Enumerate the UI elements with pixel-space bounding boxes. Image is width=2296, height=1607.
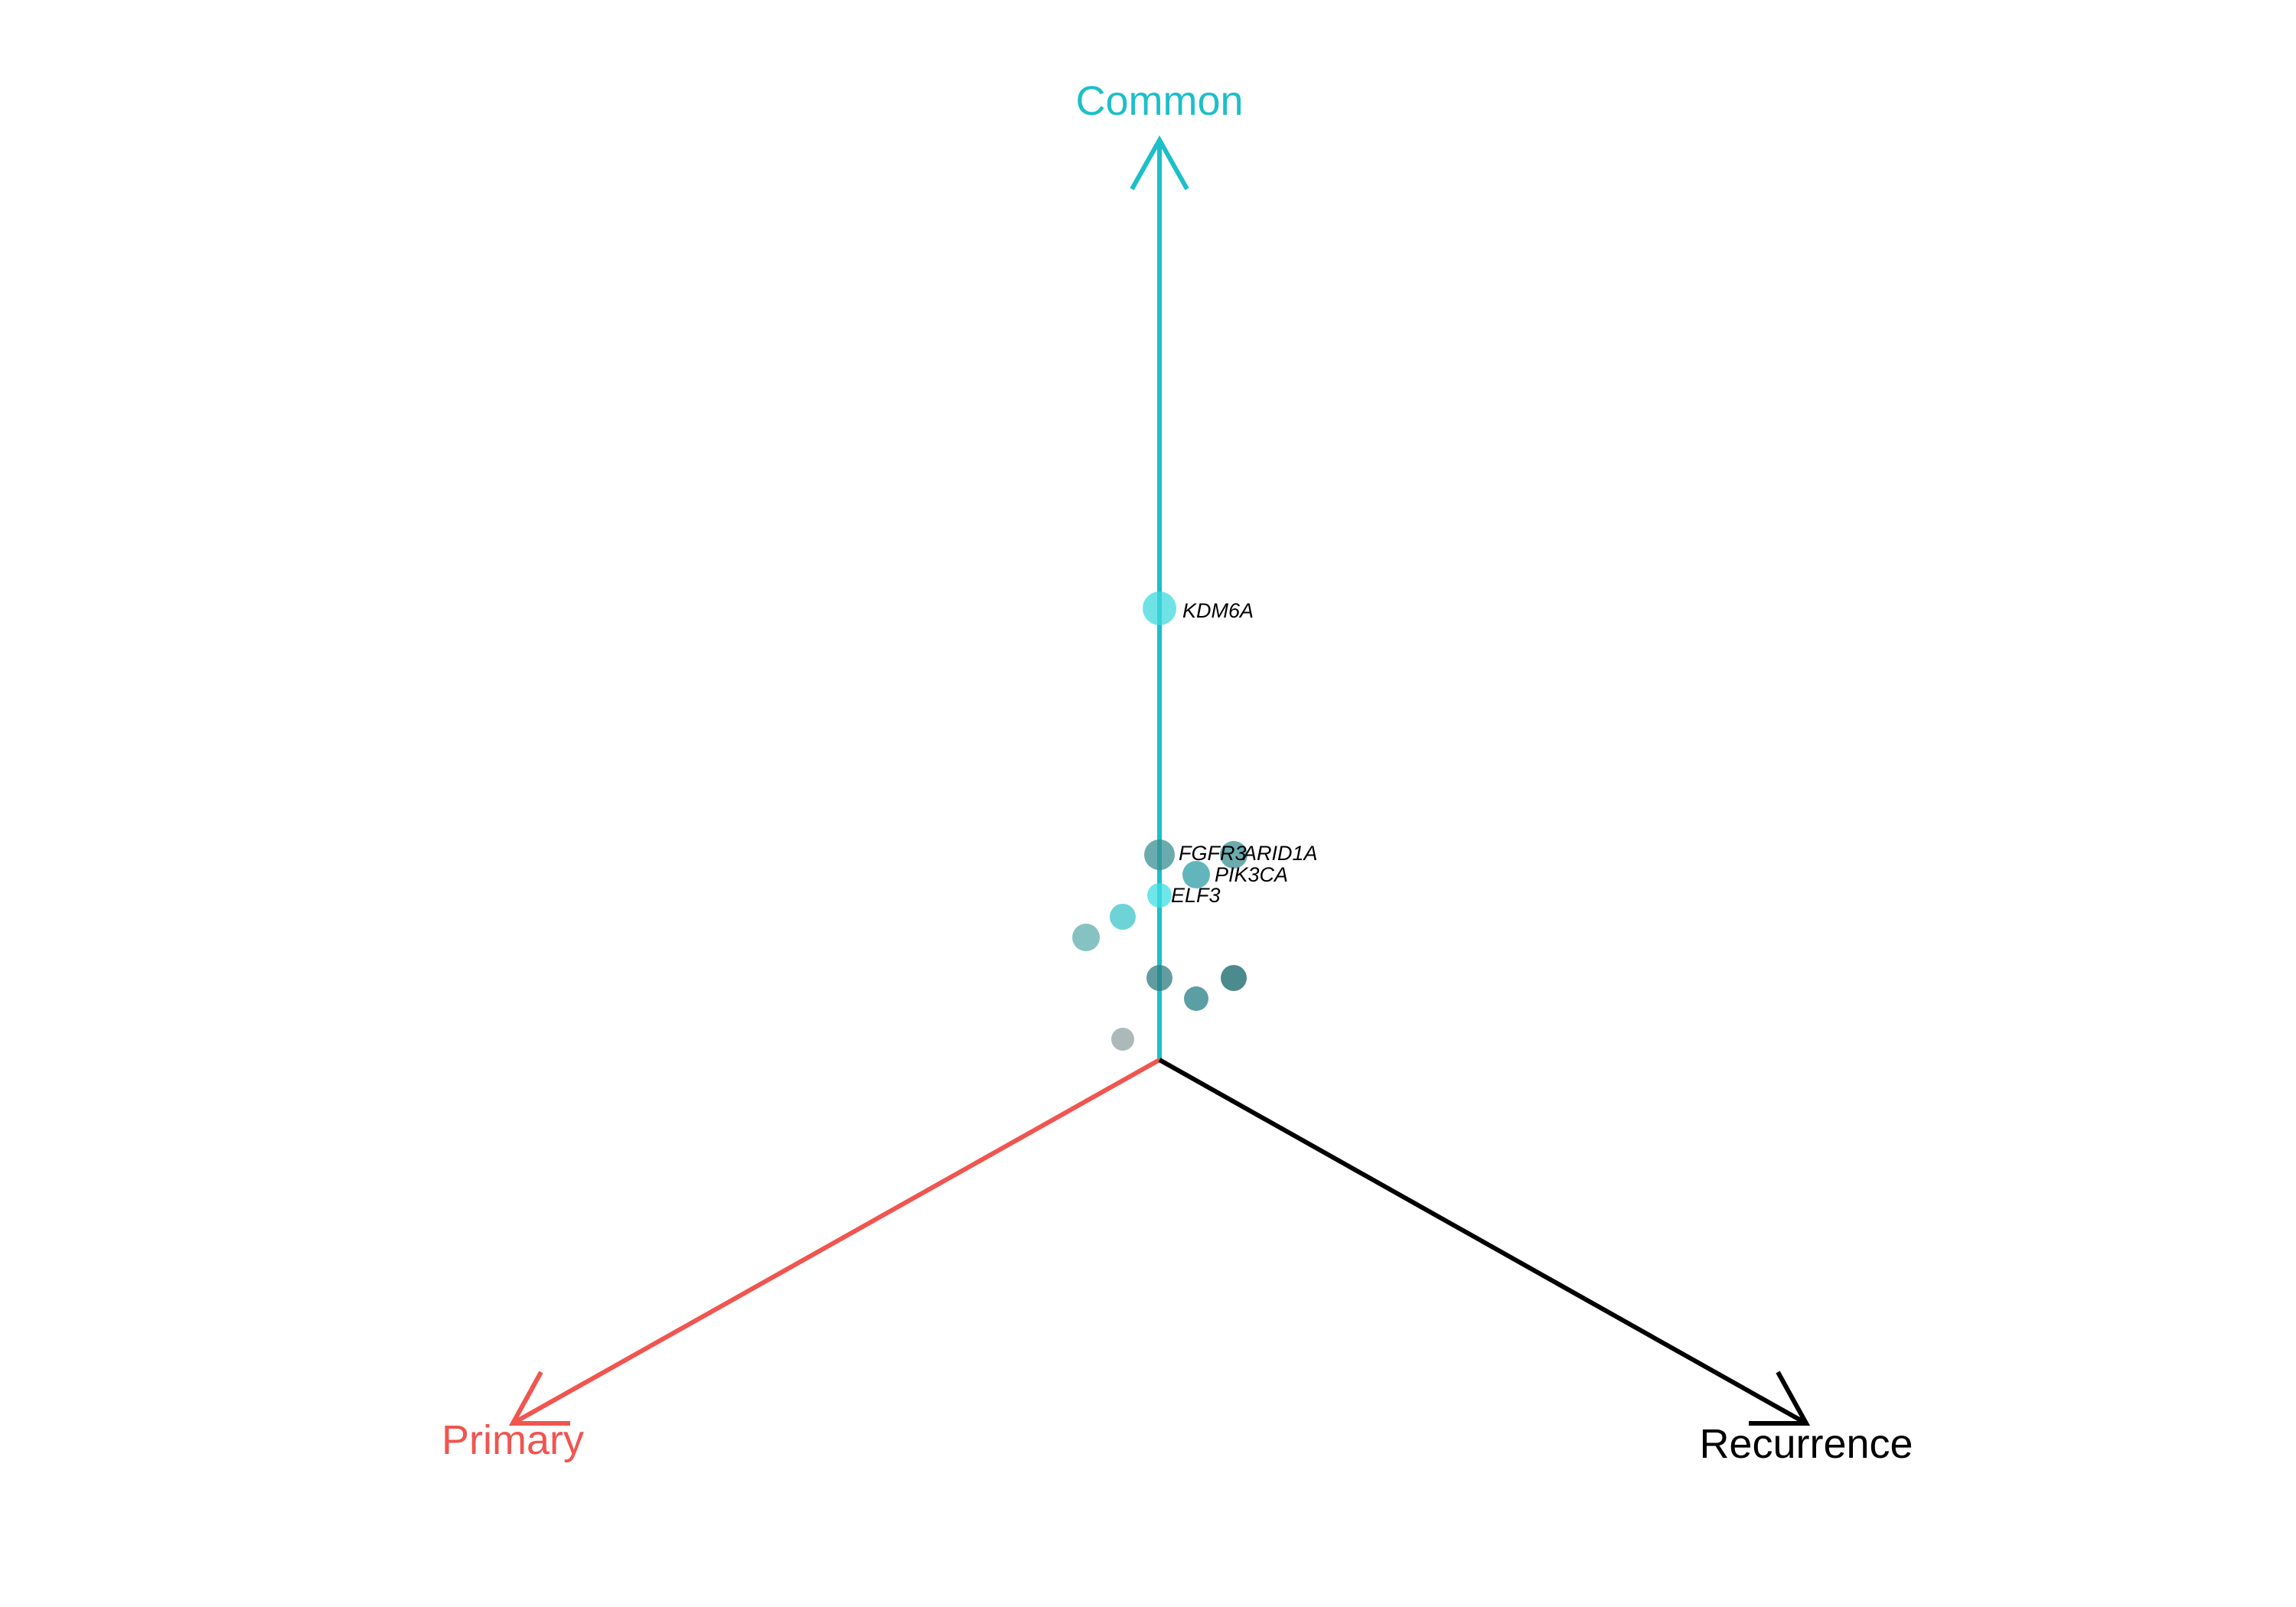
axes-group <box>508 135 1811 1426</box>
primary-arrowhead-icon <box>508 1371 570 1426</box>
label-arid1a: ARID1A <box>1241 842 1318 865</box>
common-arrowhead-icon <box>1130 135 1189 191</box>
point-elf3 <box>1147 883 1172 908</box>
label-fgfr3: FGFR3 <box>1179 842 1247 865</box>
point-fgfr3 <box>1144 839 1175 870</box>
axis-label-primary: Primary <box>442 1417 584 1463</box>
label-elf3: ELF3 <box>1171 884 1221 907</box>
point-8 <box>1184 986 1208 1011</box>
axis-label-recurrence: Recurrence <box>1699 1421 1913 1467</box>
point-kdm6a <box>1143 592 1176 625</box>
point-pik3ca <box>1182 861 1210 888</box>
point-5 <box>1110 904 1136 930</box>
point-9 <box>1221 965 1247 991</box>
point-6 <box>1072 924 1100 951</box>
point-7 <box>1146 965 1172 991</box>
recurrence-arrowhead-icon <box>1749 1371 1811 1426</box>
axis-label-common: Common <box>1075 78 1243 124</box>
primary-axis-line <box>511 1058 1161 1426</box>
label-kdm6a: KDM6A <box>1182 599 1254 622</box>
label-pik3ca: PIK3CA <box>1215 863 1288 886</box>
point-arid1a <box>1220 841 1247 869</box>
recurrence-axis-line <box>1158 1058 1808 1426</box>
point-10 <box>1111 1028 1134 1051</box>
data-points <box>1072 592 1247 1051</box>
